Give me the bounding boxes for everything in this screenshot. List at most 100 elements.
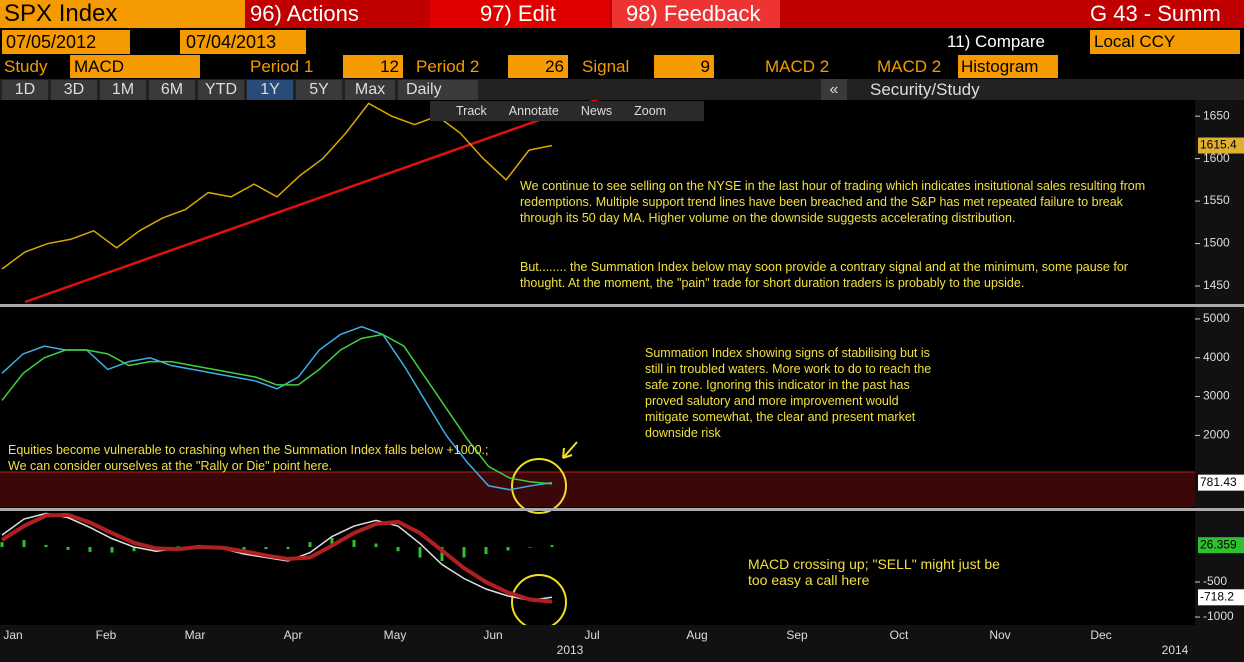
actions-menu[interactable]: 96) Actions [250,1,359,26]
last-value-label: -718.2 [1200,589,1234,603]
study-name[interactable]: MACD [70,55,200,78]
histogram-bar [66,547,70,550]
range-button[interactable]: 5Y [296,80,342,100]
x-tick-label: Mar [185,628,206,642]
x-tick-label: Jul [584,628,599,642]
histogram-bar [374,543,378,548]
y-tick-label: 1650 [1203,108,1230,122]
edit-menu[interactable]: 97) Edit [430,0,610,28]
danger-zone [0,472,1195,507]
signal[interactable]: 9 [654,55,714,78]
date-bar: 07/05/2012 07/04/2013 11) Compare Local … [0,30,1244,54]
histogram-bar [110,547,114,553]
y-tick-label: 5000 [1203,311,1230,325]
x-tick-label: Oct [890,628,909,642]
security-study[interactable]: Security/Study [870,79,980,99]
signal-label: Signal [582,56,630,76]
compare[interactable]: 11) Compare [947,32,1045,51]
collapse[interactable]: « [821,79,847,100]
histogram-bar [418,547,422,558]
chart: 1450 1500 1550 1600 1650 1615.4 2000 3000 4000 50… [0,100,1244,662]
histogram-bar [550,545,554,548]
period2[interactable]: 26 [508,55,568,78]
y-tick-label: 1550 [1203,193,1230,207]
last-value-label: 1615.4 [1200,138,1237,152]
histogram-bar [132,547,136,552]
range-button[interactable]: Max [345,80,395,100]
series-line [0,512,553,604]
macd2-mode[interactable]: Histogram [958,55,1058,78]
study-label: Study [4,56,48,76]
histogram-bar [88,547,92,552]
y-tick-label: 4000 [1203,350,1230,364]
x-tick-label: Nov [989,628,1010,642]
toolbar: « Security/Study 1D 3D 1M 6M YTD 1Y 5Y Max Daily [0,79,1244,100]
annotation: Summation Index showing signs of stabili… [645,346,932,440]
feedback[interactable]: 98) Feedback [612,0,780,28]
range-button[interactable]: 1Y [247,80,293,100]
highlight [511,458,567,514]
panel-border [0,508,1244,511]
last-value-tag [1198,537,1244,554]
range-button[interactable]: 1M [100,80,146,100]
y-tick-label: 2000 [1203,428,1230,442]
y-tick-label: -1000 [1203,609,1234,623]
zoom[interactable]: Zoom [634,104,667,118]
range-button[interactable]: 6M [149,80,195,100]
histogram-bar [330,537,334,548]
histogram-bar [176,546,180,548]
end-date[interactable]: 07/04/2013 [180,30,306,54]
y-tick-label: -500 [1203,574,1227,588]
news[interactable]: News [580,104,613,118]
histogram-bar [264,547,268,550]
histogram-bar [308,542,312,548]
histogram-bar [0,542,4,548]
x-tick-label: Jan [3,628,22,642]
period1[interactable]: 12 [343,55,403,78]
annotation: But........ the Summation Index below ma… [520,260,1128,290]
y-tick-label: 3000 [1203,389,1230,403]
year-label: 2014 [1162,643,1189,657]
range-button[interactable]: YTD [198,80,244,100]
series-line [1,333,553,485]
last-value-tag [1198,137,1244,154]
period-select[interactable]: Daily [398,80,478,100]
y-tick-label: 1450 [1203,278,1230,292]
histogram-bar [440,547,444,562]
x-tick-label: Apr [284,628,303,642]
trend-line [24,100,600,304]
histogram-bar [286,547,290,550]
year-label: 2013 [557,643,584,657]
track[interactable]: Track [456,104,487,118]
macd2-label: MACD 2 [877,56,942,76]
arrow [562,441,578,459]
start-date[interactable]: 07/05/2012 [2,30,130,54]
histogram-bar [22,540,26,548]
series-line [1,325,553,491]
range-button[interactable]: 1D [2,80,48,100]
histogram-bar [396,547,400,552]
annotation: We continue to see selling on the NYSE i… [520,179,1146,225]
x-tick-label: Feb [96,628,117,642]
title-bar: SPX Index 96) Actions 97) Edit 98) Feedb… [0,0,1244,28]
annotation: Equities become vulnerable to crashing w… [8,443,489,473]
histogram-bar [484,547,488,555]
currency[interactable]: Local CCY [1090,30,1240,54]
page-id: G 43 - Summ [1090,1,1221,26]
y-tick-label: 1500 [1203,236,1230,250]
chart-tools: Track Annotate News Zoom [430,101,704,121]
series-line [1,102,553,270]
x-tick-label: Dec [1090,628,1111,642]
ticker[interactable]: SPX Index [0,0,245,28]
last-value-label: 781.43 [1200,475,1237,489]
x-axis-bg [0,625,1244,662]
panel-border [0,304,1244,307]
study-bar: Study MACD Period 1 12 Period 2 26 Signa… [0,55,1244,78]
x-tick-label: Sep [786,628,808,642]
macd2-check[interactable]: MACD 2 [765,56,830,76]
histogram-bar [462,547,466,558]
histogram-bar [242,547,246,550]
annotate[interactable]: Annotate [508,104,559,118]
range-button[interactable]: 3D [51,80,97,100]
